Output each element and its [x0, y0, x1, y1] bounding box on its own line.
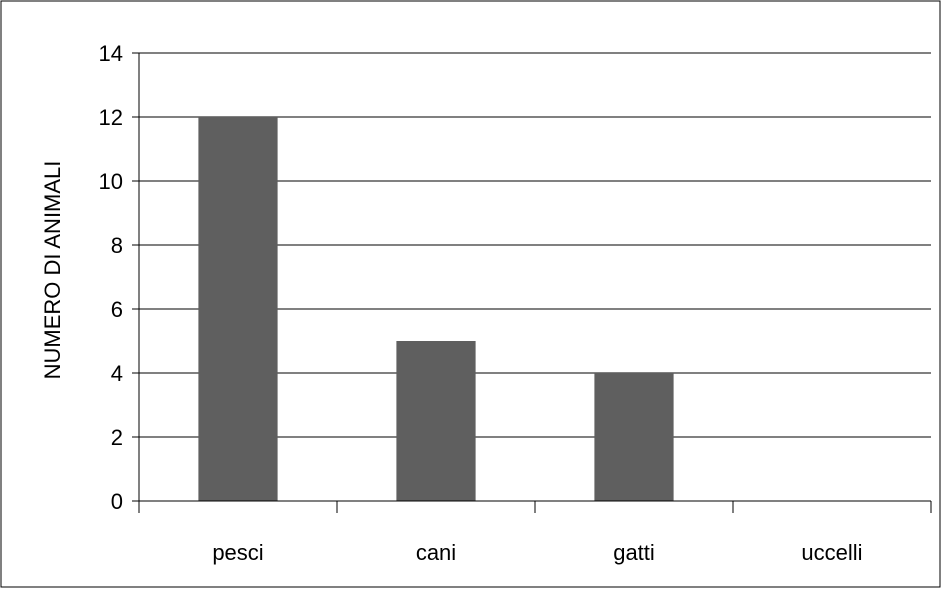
y-tick-label: 8	[111, 233, 123, 258]
y-tick-label: 6	[111, 297, 123, 322]
x-category-label: cani	[416, 540, 456, 565]
x-category-label: uccelli	[801, 540, 862, 565]
bars	[198, 117, 674, 501]
labels: 0 2 4 6 8 10 12 14 pesci cani gatti uccelli	[99, 41, 863, 565]
y-tick-label: 4	[111, 361, 123, 386]
bar-pesci	[198, 117, 278, 501]
y-tick-label: 12	[99, 105, 123, 130]
y-tick-label: 0	[111, 489, 123, 514]
bar-cani	[396, 341, 476, 501]
y-tick-label: 14	[99, 41, 123, 66]
x-category-label: pesci	[212, 540, 263, 565]
x-category-label: gatti	[613, 540, 655, 565]
y-tick-label: 10	[99, 169, 123, 194]
y-axis-title: NUMERO DI ANIMALI	[40, 161, 65, 380]
bar-gatti	[594, 373, 674, 501]
y-tick-label: 2	[111, 425, 123, 450]
axes	[132, 52, 932, 513]
